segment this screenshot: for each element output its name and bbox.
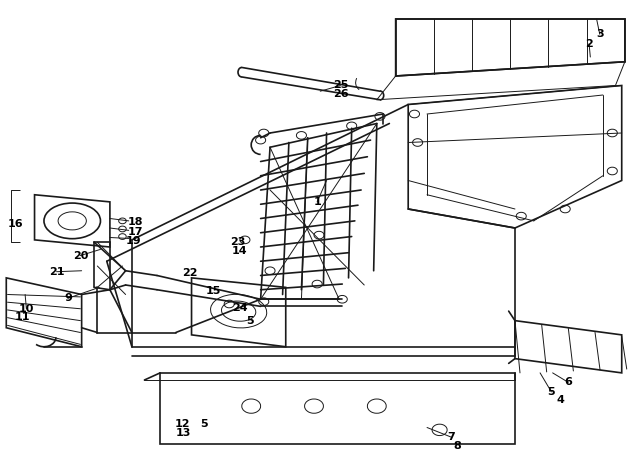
Text: 3: 3	[596, 29, 604, 39]
Text: 8: 8	[453, 440, 461, 451]
Text: 26: 26	[333, 89, 349, 99]
Text: 5: 5	[200, 418, 208, 429]
Text: 22: 22	[182, 268, 197, 278]
Text: 16: 16	[8, 219, 23, 229]
Text: 17: 17	[127, 227, 143, 237]
Text: 1: 1	[313, 197, 321, 207]
Text: 2: 2	[585, 38, 593, 49]
Text: 13: 13	[176, 428, 191, 438]
Text: 15: 15	[206, 285, 221, 296]
Text: 21: 21	[49, 266, 64, 277]
Text: 12: 12	[175, 418, 190, 429]
Text: 7: 7	[447, 432, 455, 442]
Text: 9: 9	[64, 293, 72, 304]
Text: 14: 14	[232, 246, 247, 256]
Text: 23: 23	[230, 237, 245, 247]
Text: 19: 19	[126, 236, 141, 246]
Text: 5: 5	[246, 315, 254, 326]
Text: 11: 11	[14, 312, 30, 322]
Text: 6: 6	[565, 377, 572, 388]
Text: 25: 25	[333, 80, 348, 91]
Text: 24: 24	[232, 303, 247, 313]
Text: 4: 4	[556, 395, 564, 405]
Text: 18: 18	[127, 217, 143, 228]
Text: 10: 10	[19, 304, 34, 314]
Text: 5: 5	[548, 387, 555, 397]
Text: 20: 20	[73, 250, 88, 261]
